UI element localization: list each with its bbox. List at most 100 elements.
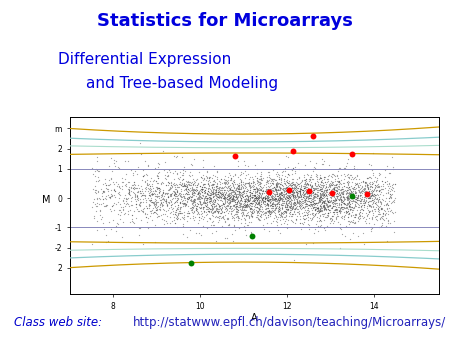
- Point: [341, 176, 348, 181]
- Point: [200, 199, 207, 204]
- Point: [231, 199, 239, 204]
- Point: [206, 193, 213, 198]
- Point: [228, 208, 235, 213]
- Point: [187, 183, 194, 188]
- Point: [202, 213, 209, 218]
- Point: [198, 189, 205, 195]
- Point: [253, 175, 261, 181]
- Point: [273, 187, 280, 192]
- Point: [310, 191, 317, 196]
- Point: [315, 190, 322, 195]
- Point: [173, 205, 180, 211]
- Point: [204, 178, 211, 184]
- Point: [218, 208, 225, 213]
- Point: [238, 198, 246, 204]
- Point: [356, 195, 364, 200]
- Point: [321, 179, 328, 185]
- Point: [109, 203, 116, 209]
- Point: [188, 260, 195, 265]
- Point: [374, 206, 381, 211]
- Point: [282, 185, 289, 191]
- Point: [234, 191, 241, 197]
- Point: [365, 189, 372, 194]
- Point: [371, 178, 378, 184]
- Point: [339, 214, 346, 219]
- Point: [270, 203, 277, 209]
- Point: [291, 200, 298, 206]
- Point: [193, 177, 200, 183]
- Point: [194, 209, 202, 215]
- Point: [199, 177, 206, 183]
- Point: [226, 186, 234, 192]
- Point: [215, 202, 222, 208]
- Point: [326, 215, 333, 221]
- Point: [190, 199, 198, 204]
- Point: [217, 190, 225, 195]
- Point: [258, 210, 265, 215]
- Point: [207, 180, 214, 185]
- Point: [264, 184, 271, 189]
- Point: [203, 192, 211, 197]
- Point: [367, 181, 374, 187]
- Point: [277, 212, 284, 218]
- Point: [110, 160, 117, 165]
- Point: [218, 185, 225, 190]
- Point: [303, 185, 310, 190]
- Point: [184, 195, 191, 201]
- Point: [209, 211, 216, 216]
- Point: [284, 187, 292, 192]
- Point: [320, 188, 327, 193]
- Point: [145, 190, 153, 195]
- Point: [291, 187, 298, 192]
- Point: [248, 184, 255, 190]
- Point: [249, 203, 256, 209]
- Point: [372, 206, 379, 211]
- Point: [230, 191, 238, 196]
- Point: [185, 181, 192, 186]
- Point: [327, 202, 334, 208]
- Point: [345, 181, 352, 186]
- Point: [293, 217, 300, 223]
- Point: [337, 178, 344, 183]
- Point: [328, 195, 335, 200]
- Point: [276, 215, 283, 220]
- Point: [299, 192, 306, 197]
- Point: [264, 202, 271, 208]
- Point: [248, 214, 255, 219]
- Point: [193, 195, 200, 200]
- Point: [343, 194, 351, 200]
- Point: [338, 202, 345, 208]
- Point: [256, 205, 263, 210]
- Point: [210, 189, 217, 194]
- Point: [227, 191, 234, 197]
- Point: [375, 224, 382, 230]
- Point: [170, 209, 177, 214]
- Point: [266, 197, 274, 203]
- Point: [220, 195, 227, 201]
- Point: [299, 215, 306, 221]
- Point: [327, 197, 334, 202]
- Point: [226, 195, 233, 200]
- Point: [172, 186, 180, 192]
- Point: [308, 184, 315, 189]
- Point: [328, 180, 336, 186]
- Point: [283, 189, 290, 194]
- Point: [337, 202, 344, 207]
- Point: [371, 184, 378, 189]
- Point: [384, 203, 392, 208]
- Point: [211, 209, 218, 215]
- Point: [293, 202, 300, 207]
- Point: [141, 189, 149, 194]
- Point: [310, 210, 317, 216]
- Point: [320, 176, 327, 182]
- Point: [245, 176, 252, 182]
- Point: [356, 204, 363, 210]
- Point: [329, 214, 337, 219]
- Point: [294, 183, 301, 188]
- Point: [170, 192, 177, 197]
- Point: [230, 194, 237, 199]
- Point: [360, 208, 367, 213]
- Point: [347, 236, 354, 241]
- Point: [274, 209, 281, 214]
- Point: [340, 166, 347, 171]
